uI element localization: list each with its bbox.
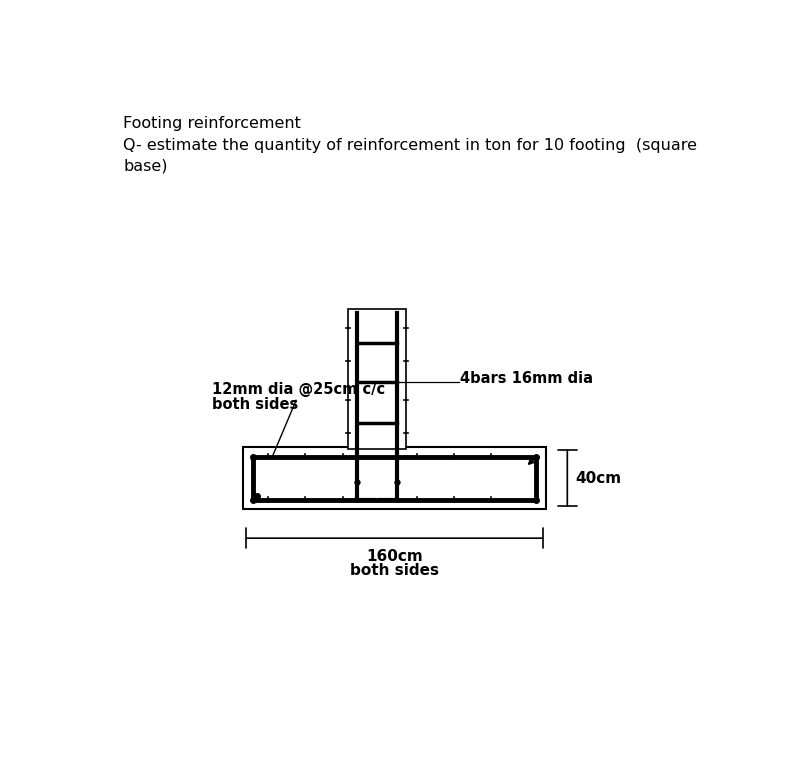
Bar [348,309,406,449]
Bar [253,456,536,500]
Text: both sides: both sides [350,563,439,578]
Text: 4bars 16mm dia: 4bars 16mm dia [460,370,594,386]
Bar [243,447,546,509]
Text: 40cm: 40cm [575,470,622,486]
Text: 12mm dia @25cm c/c: 12mm dia @25cm c/c [212,382,386,397]
Text: both sides: both sides [212,397,298,412]
Text: Footing reinforcement: Footing reinforcement [123,116,301,131]
Text: Q- estimate the quantity of reinforcement in ton for 10 footing  (square
base): Q- estimate the quantity of reinforcemen… [123,138,698,174]
Text: 160cm: 160cm [366,549,423,564]
